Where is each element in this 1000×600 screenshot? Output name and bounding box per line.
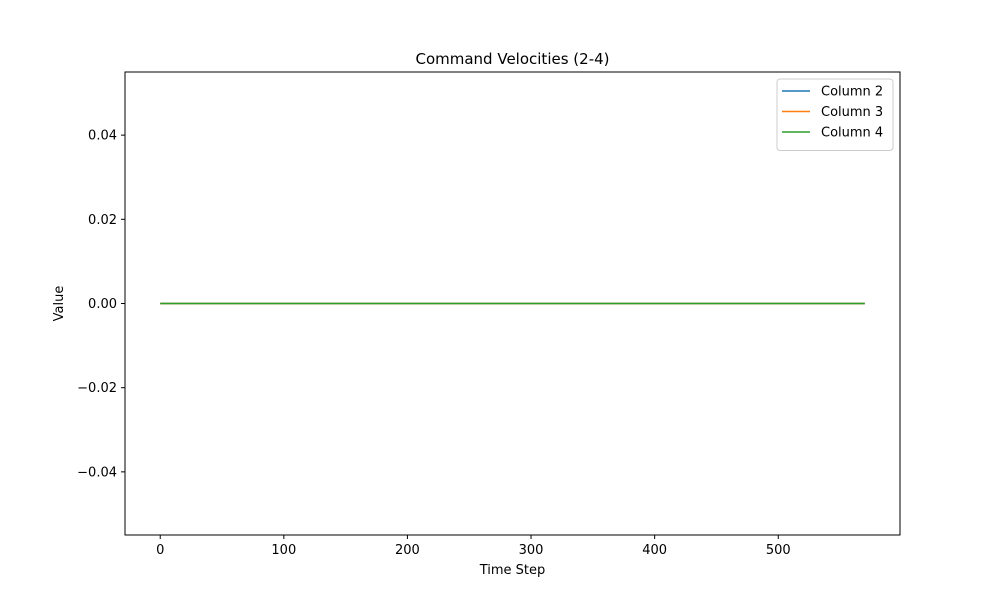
legend: Column 2 Column 3 Column 4 [776, 78, 894, 151]
y-axis-label: Value [52, 286, 67, 322]
y-tick-label: 0.02 [88, 213, 117, 228]
y-tick-label: −0.02 [77, 381, 117, 396]
y-tick-label: −0.04 [77, 465, 117, 480]
chart-title: Command Velocities (2-4) [415, 50, 609, 68]
axis-ticks: 0 100 200 300 400 500 −0.04 −0.02 0.00 0.02 0.04 [77, 129, 791, 558]
x-tick-label: 400 [642, 543, 667, 558]
y-tick-label: 0.04 [88, 129, 117, 144]
x-tick-label: 0 [156, 543, 164, 558]
legend-entry: Column 3 [821, 105, 883, 120]
legend-entry: Column 2 [821, 85, 883, 100]
x-tick-label: 200 [395, 543, 420, 558]
x-tick-label: 300 [519, 543, 544, 558]
legend-entry: Column 4 [821, 126, 883, 141]
x-tick-label: 100 [271, 543, 296, 558]
x-axis-label: Time Step [479, 563, 546, 578]
axes-frame [124, 71, 901, 536]
x-tick-label: 500 [766, 543, 791, 558]
y-tick-label: 0.00 [88, 297, 117, 312]
